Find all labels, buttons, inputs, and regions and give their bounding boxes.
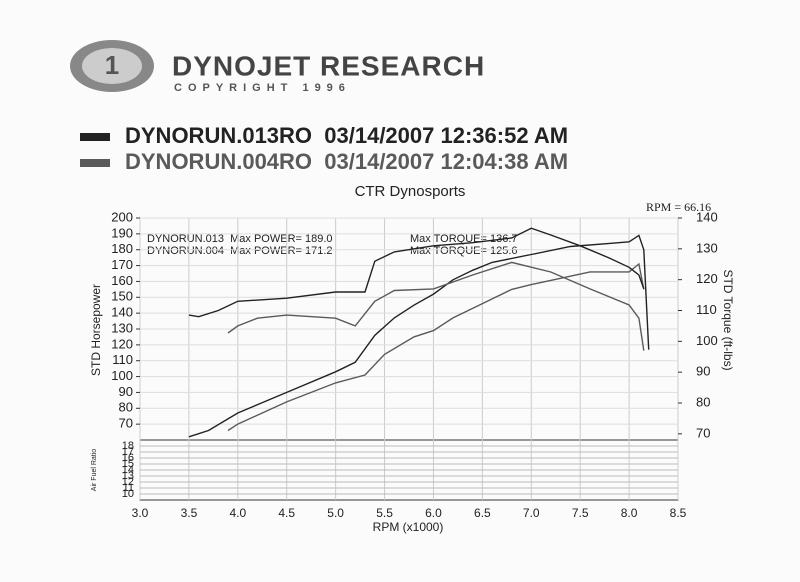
logo: 1	[70, 40, 154, 92]
y-tick-label: 170	[111, 257, 133, 272]
data-line	[227, 261, 645, 351]
afr-tick-label: 14	[122, 464, 134, 476]
x-tick-label: 5.5	[376, 506, 393, 520]
legend-label: DYNORUN.004RO 03/14/2007 12:04:38 AM	[125, 149, 568, 174]
legend-swatch	[80, 159, 110, 167]
logo-title: DYNOJET RESEARCH	[172, 50, 485, 81]
annotation: DYNORUN.013 Max POWER= 189.0	[147, 233, 333, 245]
y-tick-label: 80	[119, 400, 133, 415]
chart-title: CTR Dynosports	[355, 183, 466, 200]
y2-tick-label: 110	[696, 302, 717, 317]
y-tick-label: 100	[111, 368, 133, 383]
x-tick-label: 7.0	[523, 506, 540, 520]
y-tick-label: 130	[111, 320, 133, 335]
legend-label: DYNORUN.013RO 03/14/2007 12:36:52 AM	[125, 123, 568, 148]
afr-tick-label: 18	[122, 440, 134, 452]
y2-axis-label: STD Torque (ft-lbs)	[721, 269, 735, 370]
y-tick-label: 120	[111, 336, 133, 351]
annotation: DYNORUN.004 Max POWER= 171.2	[147, 245, 333, 257]
x-tick-label: 3.5	[181, 506, 198, 520]
y2-tick-label: 100	[696, 333, 718, 348]
annotation: Max TORQUE= 125.6	[410, 245, 518, 257]
afr-tick-label: 16	[122, 452, 134, 464]
y-tick-label: 90	[119, 384, 133, 399]
annotation: Max TORQUE= 136.7	[410, 233, 518, 245]
logo-badge-inner	[82, 48, 142, 84]
data-line	[188, 234, 650, 438]
afr-tick-label: 10	[122, 488, 134, 500]
y-tick-label: 140	[111, 305, 133, 320]
x-tick-label: 4.0	[229, 506, 246, 520]
y2-tick-label: 120	[696, 271, 718, 286]
logo-subtitle: COPYRIGHT 1996	[174, 82, 351, 94]
y2-tick-label: 90	[696, 364, 710, 379]
y-tick-label: 160	[111, 273, 133, 288]
afr-tick-label: 12	[122, 476, 134, 488]
x-tick-label: 6.0	[425, 506, 442, 520]
afr-tick-label: 11	[123, 482, 134, 494]
data-line	[188, 227, 645, 318]
y-tick-label: 110	[112, 352, 133, 367]
x-axis-label: RPM (x1000)	[373, 520, 444, 534]
afr-tick-label: 15	[122, 458, 134, 470]
y-tick-label: 150	[111, 289, 133, 304]
y-tick-label: 200	[111, 209, 133, 224]
x-tick-label: 8.5	[670, 506, 687, 520]
rpm-note: RPM = 66.16	[646, 200, 711, 214]
data-line	[227, 262, 645, 432]
logo-mark: 1	[105, 50, 119, 80]
afr-tick-label: 13	[122, 470, 134, 482]
x-tick-label: 4.5	[278, 506, 295, 520]
x-tick-label: 8.0	[621, 506, 638, 520]
legend-swatch	[80, 133, 110, 141]
y-tick-label: 70	[119, 416, 133, 431]
afr-axis-label: Air Fuel Ratio	[91, 449, 98, 492]
x-tick-label: 6.5	[474, 506, 491, 520]
afr-tick-label: 17	[122, 446, 134, 458]
y2-tick-label: 130	[696, 240, 718, 255]
x-tick-label: 3.0	[132, 506, 149, 520]
y2-tick-label: 140	[696, 209, 718, 224]
y-axis-label: STD Horsepower	[89, 284, 103, 376]
y-tick-label: 190	[111, 225, 133, 240]
x-tick-label: 7.5	[572, 506, 589, 520]
y2-tick-label: 70	[696, 425, 710, 440]
x-tick-label: 5.0	[327, 506, 344, 520]
y2-tick-label: 80	[696, 394, 710, 409]
y-tick-label: 180	[111, 241, 133, 256]
